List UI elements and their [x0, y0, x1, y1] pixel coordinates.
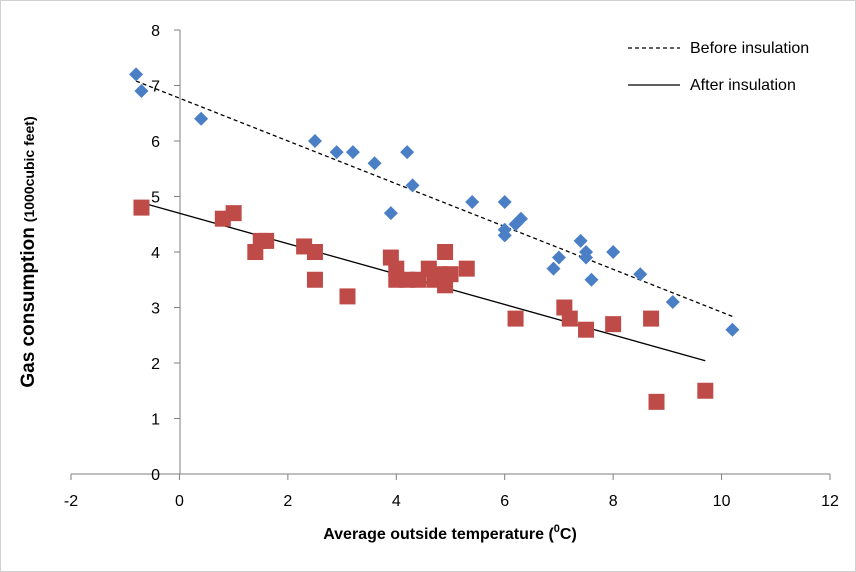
x-tick-marks: [71, 474, 830, 480]
before-point: [584, 273, 598, 287]
after-point: [339, 288, 355, 304]
y-axis-title-units: (1000cubic feet): [21, 116, 37, 222]
after-point: [443, 266, 459, 282]
after-point: [697, 383, 713, 399]
x-axis-title-main: Average outside temperature (: [323, 526, 554, 543]
after-point: [605, 316, 621, 332]
after-point: [649, 394, 665, 410]
x-tick-label: 0: [175, 493, 184, 510]
after-point: [307, 272, 323, 288]
x-tick-label: 12: [821, 493, 839, 510]
after-point: [643, 311, 659, 327]
after-point: [562, 311, 578, 327]
after-point: [578, 322, 594, 338]
x-tick-label: 4: [392, 493, 401, 510]
before-point: [725, 323, 739, 337]
after-point: [258, 233, 274, 249]
y-tick-label: 2: [151, 356, 160, 373]
legend-before-label: Before insulation: [690, 40, 809, 57]
before-point: [384, 206, 398, 220]
x-tick-labels: -2 0 2 4 6 8 10 12: [64, 493, 839, 510]
y-tick-label: 0: [151, 467, 160, 484]
before-point: [330, 145, 344, 159]
y-axis-title-main: Gas consumption: [18, 227, 39, 387]
after-point: [459, 261, 475, 277]
y-tick-label: 4: [151, 245, 160, 262]
x-tick-label: 2: [283, 493, 292, 510]
after-point: [307, 244, 323, 260]
x-tick-label: 6: [500, 493, 509, 510]
x-tick-label: 8: [609, 493, 618, 510]
before-point: [346, 145, 360, 159]
point-layer: [129, 67, 739, 409]
after-point: [133, 200, 149, 216]
before-point: [129, 67, 143, 81]
before-point: [368, 156, 382, 170]
x-tick-label: 10: [713, 493, 731, 510]
x-axis-title-unit: C): [560, 526, 577, 543]
before-point: [498, 195, 512, 209]
before-point: [633, 267, 647, 281]
before-point: [134, 84, 148, 98]
before-point: [308, 134, 322, 148]
legend: Before insulation After insulation: [628, 40, 809, 94]
y-tick-label: 1: [151, 412, 160, 429]
y-tick-label: 6: [151, 134, 160, 151]
y-axis-title: Gas consumption (1000cubic feet): [18, 116, 39, 387]
before-point: [194, 112, 208, 126]
y-tick-label: 5: [151, 190, 160, 207]
after-point: [437, 244, 453, 260]
y-tick-label: 3: [151, 301, 160, 318]
before-point: [400, 145, 414, 159]
before-point: [465, 195, 479, 209]
y-tick-label: 8: [151, 23, 160, 40]
legend-after-label: After insulation: [690, 77, 796, 94]
x-axis-title: Average outside temperature (0C): [323, 523, 577, 543]
before-point: [606, 245, 620, 259]
after-point: [508, 311, 524, 327]
before-point: [666, 295, 680, 309]
after-point: [226, 205, 242, 221]
x-tick-label: -2: [64, 493, 78, 510]
before-point: [406, 178, 420, 192]
